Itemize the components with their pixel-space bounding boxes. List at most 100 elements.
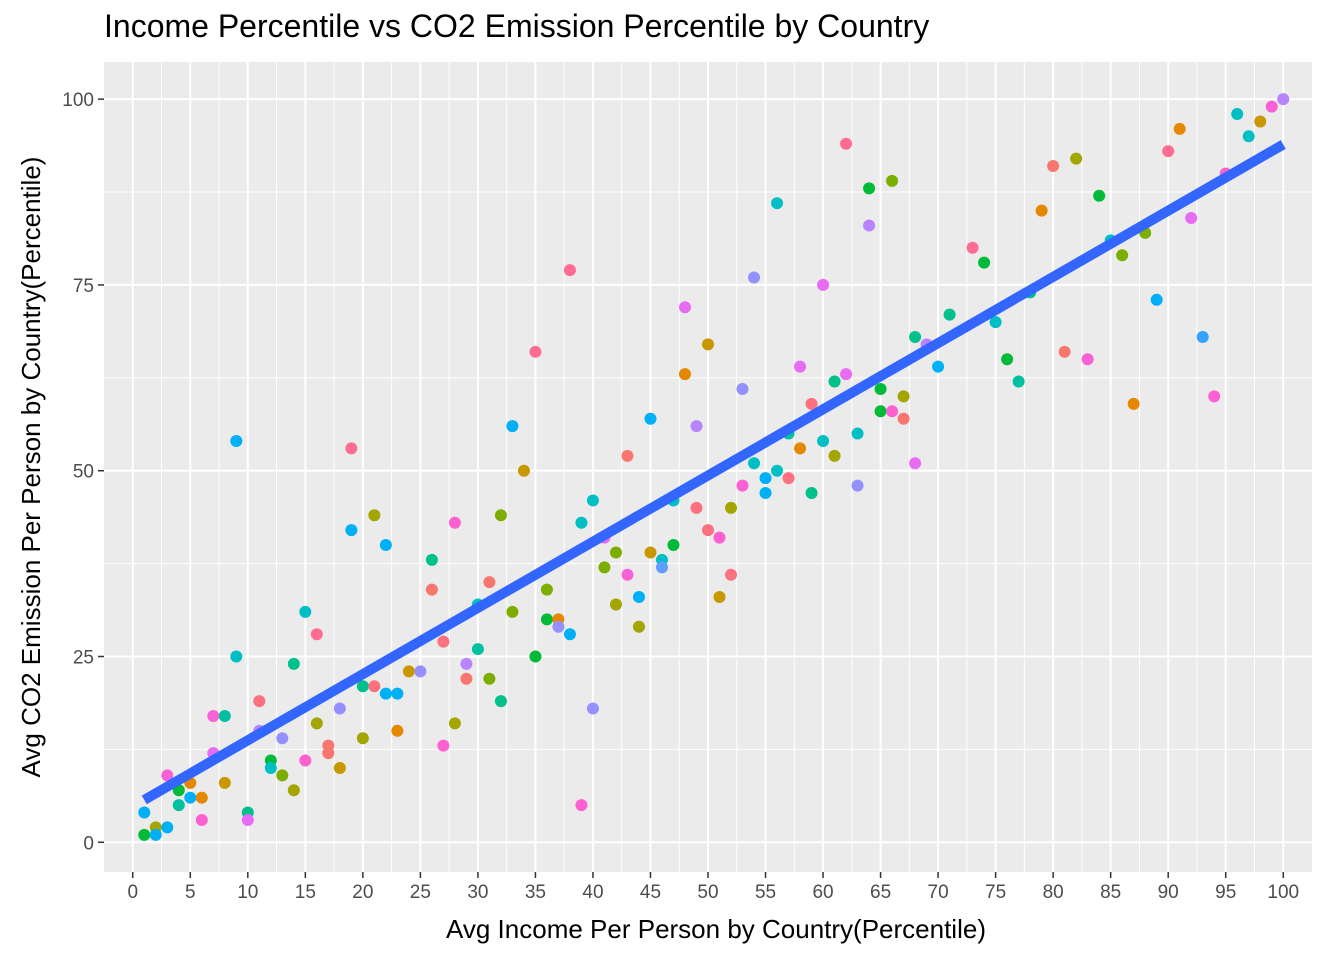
- data-point: [356, 732, 369, 745]
- data-point: [195, 791, 208, 804]
- data-point: [621, 568, 634, 581]
- data-point: [483, 576, 496, 589]
- x-tick-label: 45: [640, 882, 661, 903]
- data-point: [828, 375, 841, 388]
- data-point: [161, 821, 174, 834]
- data-point: [379, 687, 392, 700]
- data-point: [874, 405, 887, 418]
- data-point: [563, 628, 576, 641]
- data-point: [1001, 353, 1014, 366]
- data-point: [736, 479, 749, 492]
- data-point: [943, 308, 956, 321]
- data-point: [333, 761, 346, 774]
- data-point: [690, 420, 703, 433]
- data-point: [1173, 122, 1186, 135]
- x-tick-label: 65: [870, 882, 891, 903]
- data-point: [863, 182, 876, 195]
- data-point: [644, 546, 657, 559]
- data-point: [529, 650, 542, 663]
- data-point: [759, 487, 772, 500]
- data-point: [794, 360, 807, 373]
- data-point: [391, 687, 404, 700]
- data-point: [1254, 115, 1267, 128]
- y-tick-label: 50: [73, 462, 94, 483]
- data-point: [989, 316, 1002, 329]
- data-point: [978, 256, 991, 269]
- data-point: [448, 516, 461, 529]
- data-point: [655, 561, 668, 574]
- data-point: [1081, 353, 1094, 366]
- x-tick-label: 90: [1158, 882, 1179, 903]
- data-point: [748, 271, 761, 284]
- data-point: [172, 799, 185, 812]
- data-point: [851, 479, 864, 492]
- data-point: [1208, 390, 1221, 403]
- y-axis-ticks: 0 25 50 75 100: [62, 90, 104, 854]
- data-point: [621, 449, 634, 462]
- data-points: [138, 93, 1290, 841]
- data-point: [863, 219, 876, 232]
- data-point: [690, 501, 703, 514]
- major-gridlines: [104, 62, 1312, 872]
- data-point: [540, 613, 553, 626]
- x-tick-label: 20: [352, 882, 373, 903]
- data-point: [874, 382, 887, 395]
- y-tick-label: 25: [73, 647, 94, 668]
- data-point: [379, 539, 392, 552]
- data-point: [310, 628, 323, 641]
- data-point: [287, 657, 300, 670]
- data-point: [1196, 330, 1209, 343]
- data-point: [632, 591, 645, 604]
- x-tick-label: 60: [812, 882, 833, 903]
- data-point: [356, 680, 369, 693]
- data-point: [552, 620, 565, 633]
- data-point: [966, 241, 979, 254]
- data-point: [1070, 152, 1083, 165]
- data-point: [149, 828, 162, 841]
- data-point: [425, 583, 438, 596]
- data-point: [494, 509, 507, 522]
- data-point: [840, 368, 853, 381]
- data-point: [494, 695, 507, 708]
- data-point: [402, 665, 415, 678]
- data-point: [1162, 145, 1175, 158]
- data-point: [1035, 204, 1048, 217]
- x-tick-label: 10: [237, 882, 258, 903]
- data-point: [483, 672, 496, 685]
- data-point: [713, 591, 726, 604]
- data-point: [448, 717, 461, 730]
- data-point: [506, 420, 519, 433]
- data-point: [218, 776, 231, 789]
- data-point: [230, 434, 243, 447]
- x-tick-label: 75: [985, 882, 1006, 903]
- data-point: [771, 197, 784, 210]
- data-point: [276, 769, 289, 782]
- data-point: [517, 464, 530, 477]
- data-point: [276, 732, 289, 745]
- data-point: [1058, 345, 1071, 358]
- data-point: [322, 747, 335, 760]
- data-point: [909, 457, 922, 470]
- x-tick-label: 95: [1215, 882, 1236, 903]
- y-tick-label: 100: [62, 90, 94, 111]
- data-point: [759, 472, 772, 485]
- x-tick-label: 25: [410, 882, 431, 903]
- x-tick-label: 50: [697, 882, 718, 903]
- data-point: [851, 427, 864, 440]
- data-point: [138, 806, 151, 819]
- data-point: [460, 672, 473, 685]
- data-point: [805, 487, 818, 500]
- data-point: [195, 813, 208, 826]
- x-axis-ticks: 0 5 10 15 20 25 30 35 40 45 50 55 60 65 70 75 80 85 90 95 10…: [127, 872, 1299, 903]
- data-point: [184, 791, 197, 804]
- data-point: [299, 605, 312, 618]
- data-point: [678, 368, 691, 381]
- data-point: [736, 382, 749, 395]
- data-point: [702, 338, 714, 351]
- data-point: [702, 524, 714, 537]
- data-point: [828, 449, 841, 462]
- data-point: [264, 761, 277, 774]
- data-point: [218, 709, 231, 722]
- data-point: [909, 330, 922, 343]
- data-point: [368, 680, 381, 693]
